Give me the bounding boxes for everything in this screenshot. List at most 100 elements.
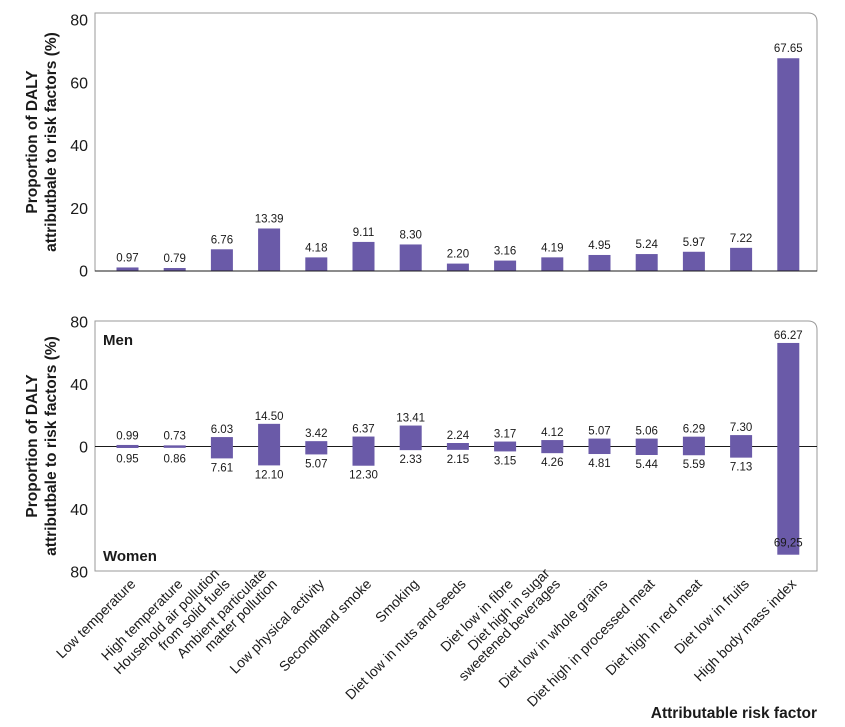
men-bar [635,438,658,447]
top-bar [305,257,328,271]
men-label: Men [103,332,133,349]
men-bar [588,438,611,447]
men-bar-value-label: 13.41 [396,413,425,425]
women-bar [682,446,705,456]
top-bar [258,228,281,271]
men-bar [730,435,753,447]
women-bar-value-label: 7.61 [211,462,233,474]
top-ylabel-line1: Proportion of DALY [24,70,41,214]
women-bar [494,446,517,452]
men-bar-value-label: 5.06 [636,426,658,438]
x-tick-label: Secondhand smoke [276,575,375,674]
men-bar [446,443,469,447]
top-y-tick-label: 0 [79,264,88,281]
top-bar-value-label: 67.65 [774,43,803,55]
women-bar-value-label: 2.33 [400,454,422,466]
men-bar-value-label: 6.29 [683,424,705,436]
women-bar-value-label: 0.86 [164,454,186,466]
men-bar-value-label: 3.42 [305,428,327,440]
men-bar [163,445,186,447]
top-y-tick-label: 60 [70,75,88,92]
top-y-tick-label: 80 [70,13,88,30]
top-bar [446,263,469,271]
women-bar [635,446,658,455]
top-bar-value-label: 4.19 [541,242,563,254]
men-bar-value-label: 66.27 [774,330,803,342]
men-bar [305,441,328,447]
men-bar-value-label: 3.17 [494,429,516,441]
women-bar-value-label: 4.26 [541,457,563,469]
women-bar [399,446,422,451]
top-bar-value-label: 13.39 [255,213,284,225]
men-bar [682,436,705,447]
men-bar-value-label: 6.03 [211,424,233,436]
women-bar [163,446,186,448]
x-tick-label: Low temperature [53,575,139,661]
men-bar [352,436,375,447]
top-bar-value-label: 4.95 [588,240,610,252]
top-bar-value-label: 7.22 [730,233,752,245]
x-axis-title: Attributable risk factor [651,705,817,722]
men-bar [116,444,139,447]
bottom-y-tick-label: 0 [79,440,88,457]
top-bar [730,247,753,271]
women-bar-value-label: 12.10 [255,469,284,481]
women-bar [541,446,564,454]
top-ylabel-line2: attributbale to risk factors (%) [43,32,60,252]
women-bar [446,446,469,450]
top-bar-value-label: 5.97 [683,237,705,249]
women-bar [588,446,611,455]
top-bar-value-label: 5.24 [636,239,659,251]
top-bar [210,249,233,271]
women-bar-value-label: 12.30 [349,470,378,482]
bottom-y-tick-label: 40 [70,377,88,394]
men-bar [541,440,564,447]
women-bar-value-label: 3.15 [494,455,516,467]
men-bar [258,423,281,447]
women-bar-value-label: 0.95 [116,454,138,466]
top-bar-value-label: 0.97 [116,252,138,264]
bottom-y-tick-label: 40 [70,502,88,519]
women-bar [258,446,281,466]
men-bar-value-label: 5.07 [588,426,610,438]
top-bar-value-label: 2.20 [447,249,469,261]
women-bar [730,446,753,458]
bottom-panel-frame [94,320,818,572]
women-bar-value-label: 5.59 [683,459,705,471]
men-bar-value-label: 4.12 [541,427,563,439]
top-bar [541,257,564,271]
top-bar-value-label: 3.16 [494,246,516,258]
top-bar [399,244,422,271]
top-bar [777,58,800,271]
women-bar [777,446,800,555]
top-bar [682,251,705,271]
x-tick-label-line: Low temperature [53,575,139,661]
women-bar-value-label: 5.44 [636,459,659,471]
top-bar-value-label: 0.79 [164,253,186,265]
top-bar [352,241,375,271]
bottom-ylabel-line2: attributbale to risk factors (%) [43,336,60,556]
top-bar-value-label: 8.30 [400,229,422,241]
top-bar [116,267,139,271]
top-bar-value-label: 4.18 [305,242,327,254]
men-bar-value-label: 0.99 [116,431,138,443]
women-bar-value-label: 7.13 [730,462,752,474]
women-bar-value-label: 5.07 [305,458,327,470]
bottom-y-tick-label: 80 [70,315,88,332]
women-bar-value-label: 2.15 [447,454,469,466]
women-bar [305,446,328,455]
women-bar-value-label: 4.81 [588,458,610,470]
top-bar [588,254,611,271]
men-bar-value-label: 14.50 [255,411,284,423]
women-bar [210,446,233,459]
men-bar-value-label: 6.37 [352,424,374,436]
top-bar [635,254,658,271]
men-bar [777,342,800,447]
women-bar-value-label: 69,25 [774,538,803,550]
top-y-tick-label: 20 [70,201,88,218]
bottom-y-tick-label: 80 [70,565,88,582]
top-bar-value-label: 6.76 [211,234,233,246]
top-bar [494,260,517,271]
men-bar [399,425,422,447]
